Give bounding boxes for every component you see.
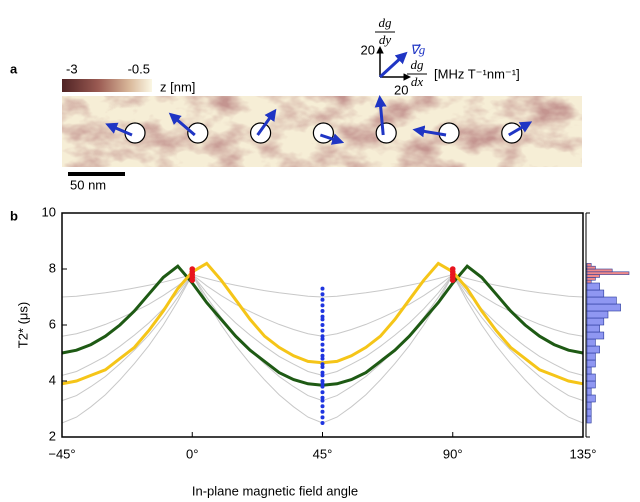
data-point	[321, 309, 325, 313]
data-point	[189, 266, 195, 272]
x-tick-label: 0°	[186, 446, 198, 461]
hist-bar	[587, 283, 600, 290]
data-point	[321, 337, 325, 341]
y-tick-label: 8	[49, 260, 56, 275]
hist-bar	[587, 325, 600, 332]
units-label: [MHz T⁻¹nm⁻¹]	[434, 66, 520, 81]
fraction-numerator: dg	[411, 57, 425, 72]
x-axis-title: In-plane magnetic field angle	[192, 483, 358, 498]
colorbar-tick-label: -3	[66, 61, 78, 76]
hist-bar	[587, 263, 591, 266]
colorbar-tick-label: -0.5	[128, 61, 150, 76]
data-point	[321, 421, 325, 425]
legend-label: ∇⃗g	[410, 42, 426, 57]
figure: a b z [nm] 50 nm In-plane magnetic field…	[0, 0, 640, 502]
hist-bar	[587, 304, 621, 311]
hist-bar	[587, 367, 591, 374]
hist-bar	[587, 297, 616, 304]
data-point	[321, 292, 325, 296]
hist-bar	[587, 318, 604, 325]
hist-bar	[587, 346, 600, 353]
hist-bar	[587, 269, 612, 272]
data-point	[321, 343, 325, 347]
y-axis-title: T2* (μs)	[15, 302, 30, 349]
data-point	[321, 357, 325, 361]
fraction-denominator: dx	[411, 74, 424, 89]
data-point	[321, 385, 325, 389]
hist-bar	[587, 311, 608, 318]
hist-bar	[587, 353, 595, 360]
data-point	[321, 365, 325, 369]
data-point	[321, 317, 325, 321]
hist-bar	[587, 272, 629, 275]
x-tick-label: 135°	[570, 446, 597, 461]
panel-label: b	[10, 208, 18, 223]
data-point	[321, 287, 325, 291]
y-tick-label: 6	[49, 316, 56, 331]
data-point	[321, 329, 325, 333]
hist-bar	[587, 280, 591, 283]
y-tick-label: 2	[49, 428, 56, 443]
data-point	[450, 266, 456, 272]
data-point	[321, 390, 325, 394]
fraction-numerator: dg	[379, 15, 393, 30]
data-point	[321, 298, 325, 302]
y-tick-label: 4	[49, 372, 56, 387]
data-point	[321, 303, 325, 307]
hist-bar	[587, 381, 595, 388]
data-point	[321, 415, 325, 419]
hist-bar	[587, 360, 595, 367]
y-tick-label: 10	[42, 204, 56, 219]
colorbar-label: z [nm]	[160, 79, 195, 94]
fraction-denominator: dy	[379, 32, 392, 47]
colorbar	[62, 79, 152, 92]
data-point	[321, 373, 325, 377]
scale-bar-label: 50 nm	[70, 177, 106, 192]
data-point	[321, 348, 325, 352]
site	[376, 123, 396, 143]
data-point	[321, 404, 325, 408]
hist-bar	[587, 332, 604, 339]
x-tick-label: 45°	[313, 446, 333, 461]
hist-bar	[587, 395, 595, 402]
hist-bar	[587, 266, 595, 269]
data-point	[321, 410, 325, 414]
x-tick-label: 90°	[443, 446, 463, 461]
hist-bar	[587, 416, 591, 423]
hist-bar	[587, 339, 595, 346]
x-tick-label: −45°	[48, 446, 75, 461]
hist-bar	[587, 409, 591, 416]
hist-bar	[587, 402, 591, 409]
site	[313, 123, 333, 143]
hist-bar	[587, 277, 595, 280]
legend-arrow	[380, 55, 404, 77]
panel-label: a	[10, 61, 18, 76]
data-point	[321, 323, 325, 327]
reference-label: 20	[361, 42, 375, 57]
hist-bar	[587, 290, 604, 297]
hist-bar	[587, 388, 591, 395]
hist-bar	[587, 374, 595, 381]
data-point	[321, 399, 325, 403]
reference-label: 20	[394, 82, 408, 97]
hist-bar	[587, 275, 600, 278]
